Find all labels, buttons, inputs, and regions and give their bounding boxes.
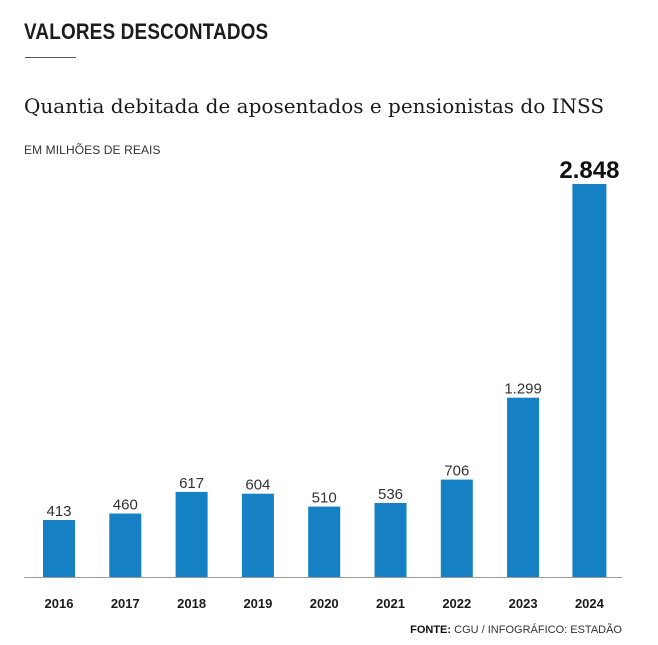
value-label-2018: 617: [179, 475, 204, 492]
value-label-2022: 706: [444, 463, 469, 480]
kicker-divider: [25, 57, 76, 58]
bar-2021: [374, 503, 407, 577]
bar-2023: [507, 397, 540, 577]
bar-2017: [109, 513, 142, 577]
value-label-2023: 1.299: [504, 381, 542, 398]
bar-2022: [440, 479, 473, 577]
year-label-2016: 2016: [45, 596, 74, 611]
year-label-2021: 2021: [376, 596, 405, 611]
bar-2019: [241, 493, 274, 577]
year-label-2022: 2022: [442, 596, 471, 611]
year-label-2018: 2018: [177, 596, 206, 611]
bar-2016: [43, 520, 75, 577]
bar-2024: [572, 184, 607, 577]
value-label-2020: 510: [312, 490, 337, 507]
year-label-2017: 2017: [111, 596, 140, 611]
year-label-2023: 2023: [509, 596, 538, 611]
year-label-2020: 2020: [310, 596, 339, 611]
value-label-2019: 604: [245, 477, 270, 494]
year-label-2024: 2024: [575, 596, 605, 611]
bar-2018: [175, 491, 208, 577]
kicker-title: VALORES DESCONTADOS: [24, 19, 269, 44]
source-label: FONTE:: [410, 624, 452, 636]
unit-label: EM MILHÕES DE REAIS: [24, 143, 161, 157]
source-credit: FONTE: CGU / INFOGRÁFICO: ESTADÃO: [410, 624, 622, 636]
bar-2020: [308, 506, 341, 577]
value-label-2021: 536: [378, 486, 403, 503]
year-label-2019: 2019: [243, 596, 272, 611]
value-label-2024: 2.848: [559, 157, 619, 184]
source-text: CGU / INFOGRÁFICO: ESTADÃO: [454, 624, 622, 636]
chart-title: Quantia debitada de aposentados e pensio…: [24, 94, 605, 118]
value-label-2017: 460: [113, 497, 138, 514]
value-label-2016: 413: [46, 503, 71, 520]
